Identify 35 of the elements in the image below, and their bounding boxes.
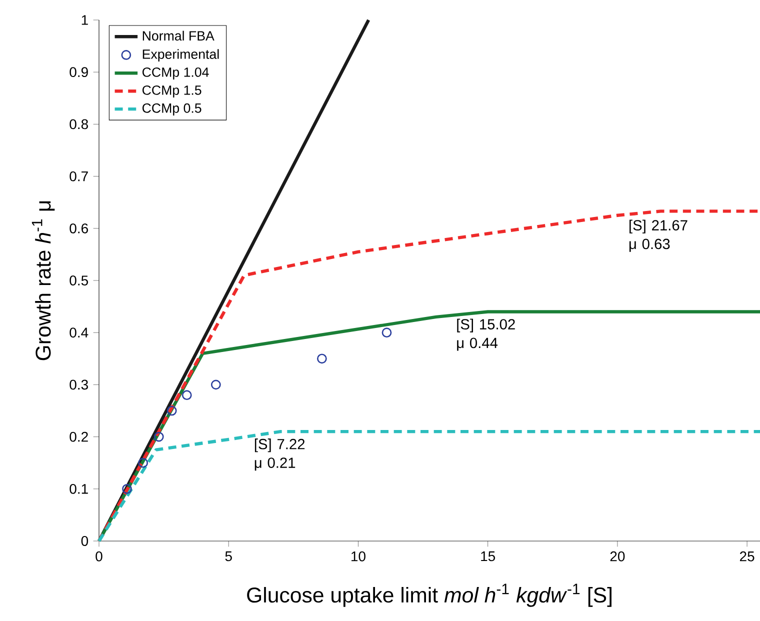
legend-label: CCMp 0.5	[142, 103, 202, 116]
x-tick-label: 25	[740, 551, 754, 562]
legend-label: Normal FBA	[142, 30, 214, 41]
y-tick-label: 0.6	[70, 223, 88, 234]
point	[154, 432, 164, 442]
y-tick-label: 0.7	[70, 171, 88, 182]
x-tick-label: 10	[352, 551, 366, 562]
point	[182, 390, 192, 400]
y-tick-label: 0.2	[70, 432, 88, 442]
annotation: [S] 21.67 μ 0.63	[629, 220, 688, 252]
x-tick-label: 5	[225, 551, 232, 562]
x-tick-label: 0	[96, 551, 102, 562]
legend-label: CCMp 1.5	[142, 85, 202, 98]
x-axis-title: Glucose uptake limit mol h$^{-1}$ kgdw$^{-1}$ [S]	[247, 584, 612, 607]
point	[210, 380, 221, 390]
y-tick-label: 0.1	[70, 484, 88, 494]
legend-label: CCMp 1.04	[142, 67, 209, 80]
y-tick-label: 1	[82, 15, 88, 25]
point	[122, 484, 132, 494]
legend-label: Experimental	[142, 49, 219, 62]
y-axis-title: Growth rate h$^{-1}$ μ	[32, 201, 55, 360]
point	[138, 458, 148, 468]
x-tick-label: 20	[610, 551, 625, 562]
y-tick-label: 0.3	[70, 380, 88, 390]
x-tick-label: 15	[481, 551, 496, 562]
y-tick-label: 0.9	[70, 67, 88, 78]
y-tick-label: 0.4	[70, 328, 88, 338]
point	[166, 406, 177, 416]
y-tick-label: 0.5	[70, 276, 88, 286]
y-tick-label: 0.8	[70, 119, 88, 130]
annotation: [S] 7.22 μ 0.21	[254, 438, 305, 471]
point	[382, 328, 392, 338]
point	[316, 354, 327, 364]
annotation: [S] 15.02 μ 0.44	[457, 318, 515, 351]
y-tick-label: 0	[81, 536, 88, 546]
